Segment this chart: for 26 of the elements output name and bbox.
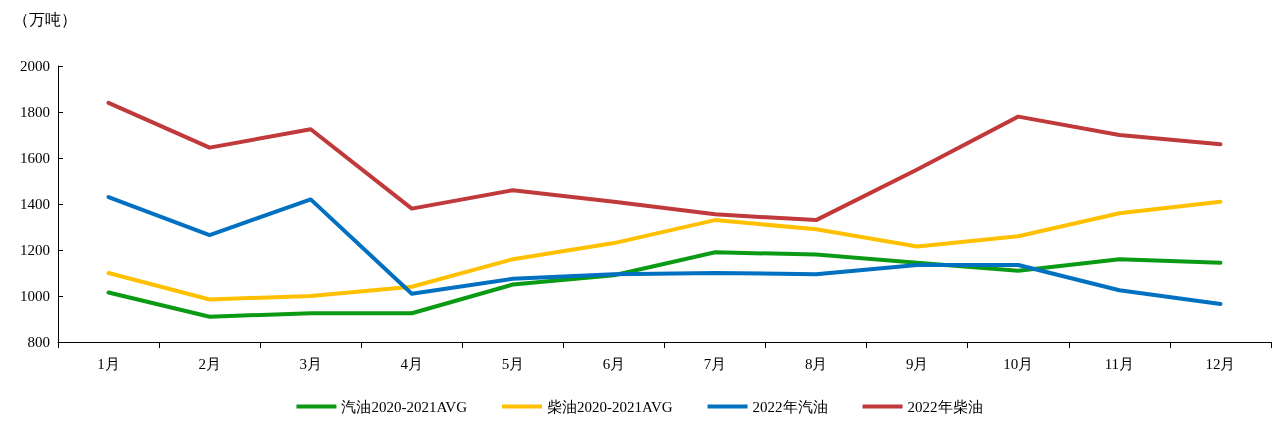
y-tick-label: 1600 bbox=[20, 150, 50, 166]
y-tick-label: 1800 bbox=[20, 104, 50, 120]
y-axis-title: （万吨） bbox=[13, 10, 77, 28]
legend-label: 汽油2020-2021AVG bbox=[341, 398, 468, 415]
x-tick-label: 8月 bbox=[804, 355, 828, 372]
y-tick-label: 1200 bbox=[20, 242, 50, 258]
x-tick-label: 11月 bbox=[1104, 355, 1135, 372]
x-tick-label: 4月 bbox=[400, 355, 424, 372]
y-tick-label: 800 bbox=[27, 334, 50, 350]
y-tick-label: 2000 bbox=[20, 58, 50, 74]
x-tick-label: 6月 bbox=[602, 355, 626, 372]
legend-label: 2022年柴油 bbox=[907, 398, 983, 415]
x-tick-label: 1月 bbox=[97, 355, 120, 372]
y-tick-label: 1000 bbox=[20, 288, 50, 304]
legend-label: 柴油2020-2021AVG bbox=[547, 398, 673, 415]
x-tick-label: 12月 bbox=[1205, 355, 1236, 372]
x-tick-label: 10月 bbox=[1003, 355, 1034, 372]
x-tick-label: 9月 bbox=[905, 355, 929, 372]
line-series bbox=[106, 250, 1223, 319]
legend-label: 2022年汽油 bbox=[752, 398, 828, 415]
line-series bbox=[106, 100, 1223, 223]
x-tick-label: 3月 bbox=[299, 355, 322, 372]
y-tick-label: 1400 bbox=[20, 196, 50, 212]
x-tick-label: 5月 bbox=[501, 355, 525, 372]
x-tick-label: 7月 bbox=[703, 355, 727, 372]
x-tick-label: 2月 bbox=[198, 355, 221, 372]
